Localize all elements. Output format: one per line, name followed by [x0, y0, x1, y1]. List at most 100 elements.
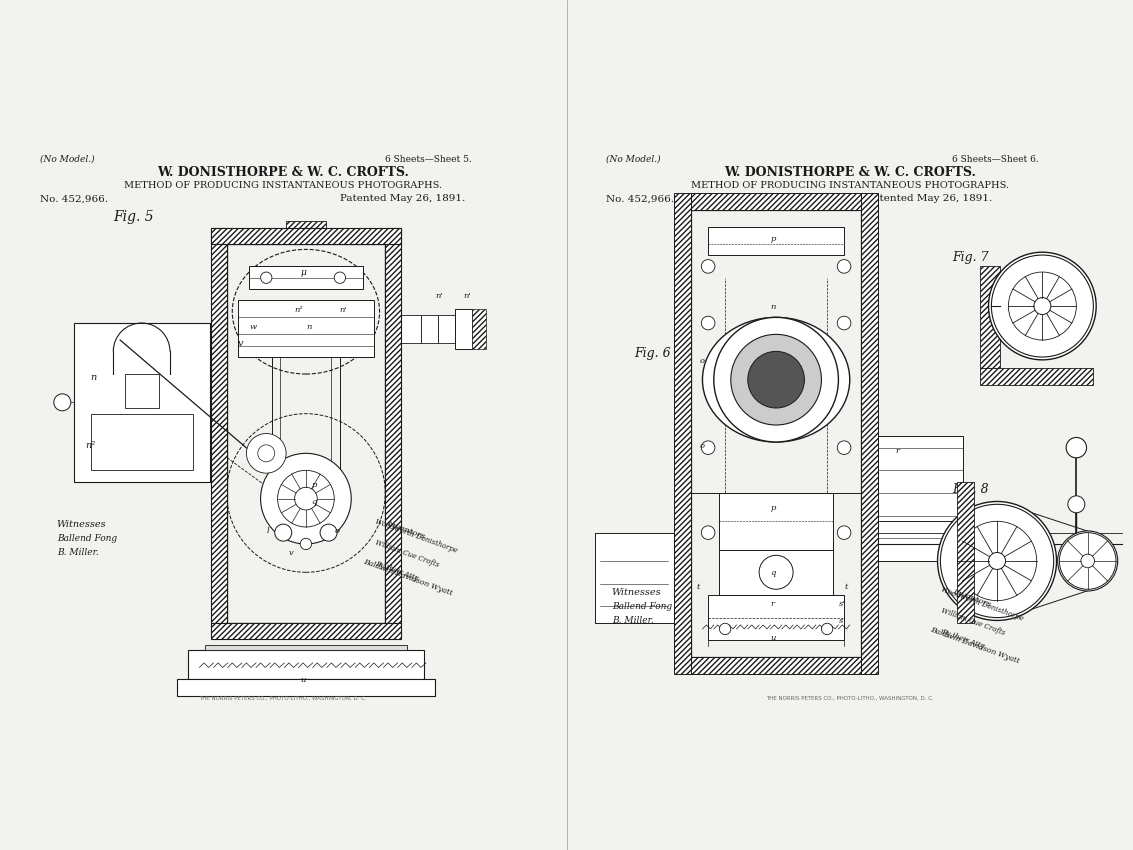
Text: THE NORRIS PETERS CO., PHOTO-LITHO., WASHINGTON, D. C.: THE NORRIS PETERS CO., PHOTO-LITHO., WAS…: [199, 696, 367, 700]
Text: v: v: [238, 338, 244, 348]
Text: o: o: [700, 357, 705, 365]
Circle shape: [821, 623, 833, 635]
Bar: [211, 228, 401, 244]
Text: Inventors: Inventors: [385, 519, 426, 541]
Text: o: o: [334, 527, 339, 535]
Circle shape: [940, 504, 1054, 618]
Bar: [708, 227, 844, 255]
Circle shape: [300, 538, 312, 550]
Text: n²: n²: [85, 440, 95, 450]
Circle shape: [1067, 496, 1084, 513]
Text: q: q: [770, 570, 776, 577]
Circle shape: [1057, 531, 1117, 591]
Bar: [691, 193, 861, 210]
Text: Ballend Fong: Ballend Fong: [57, 534, 117, 543]
Text: Baldwin Davidson Wyatt: Baldwin Davidson Wyatt: [363, 557, 454, 597]
Text: u: u: [300, 676, 306, 683]
Ellipse shape: [702, 317, 850, 442]
Text: p: p: [770, 504, 776, 512]
Text: l: l: [266, 527, 269, 535]
Circle shape: [1034, 298, 1051, 314]
Bar: [211, 623, 401, 639]
Circle shape: [748, 351, 804, 408]
Text: Fig. 5: Fig. 5: [113, 210, 154, 224]
Bar: [595, 533, 674, 623]
Text: No. 452,966.: No. 452,966.: [606, 195, 674, 203]
Bar: [878, 436, 963, 561]
Text: Fig. 8: Fig. 8: [952, 483, 988, 496]
Bar: [674, 193, 691, 674]
Circle shape: [295, 487, 317, 510]
Circle shape: [988, 552, 1006, 570]
Text: n': n': [435, 292, 443, 299]
Bar: [980, 266, 1000, 368]
Text: William Cue Crofts: William Cue Crofts: [374, 538, 440, 569]
Bar: [385, 228, 401, 623]
Circle shape: [227, 414, 385, 572]
Circle shape: [261, 272, 272, 283]
Bar: [437, 314, 455, 343]
Text: W. DONISTHORPE & W. C. CROFTS.: W. DONISTHORPE & W. C. CROFTS.: [157, 166, 409, 178]
Text: THE NORRIS PETERS CO., PHOTO-LITHO., WASHINGTON, D. C.: THE NORRIS PETERS CO., PHOTO-LITHO., WAS…: [766, 696, 934, 700]
Circle shape: [714, 317, 838, 442]
Text: n²: n²: [295, 306, 304, 314]
Text: o: o: [700, 442, 705, 450]
Circle shape: [837, 526, 851, 540]
Bar: [286, 221, 326, 244]
Circle shape: [261, 453, 351, 544]
Text: t: t: [697, 583, 700, 592]
Circle shape: [837, 316, 851, 330]
Text: s: s: [838, 617, 843, 626]
Text: μ: μ: [300, 268, 306, 277]
Text: n: n: [91, 372, 97, 382]
Bar: [708, 595, 844, 640]
Text: n': n': [463, 292, 471, 299]
Circle shape: [837, 441, 851, 455]
Text: w: w: [249, 323, 256, 331]
Circle shape: [701, 526, 715, 540]
Circle shape: [278, 470, 334, 527]
Circle shape: [1081, 554, 1094, 568]
Bar: [205, 645, 407, 650]
Text: n: n: [306, 323, 312, 331]
Bar: [691, 657, 861, 674]
Bar: [401, 314, 421, 343]
Bar: [125, 374, 159, 408]
Bar: [249, 266, 363, 289]
Circle shape: [701, 316, 715, 330]
Text: Ballend Fong: Ballend Fong: [612, 602, 672, 611]
Circle shape: [759, 555, 793, 589]
Text: No. 452,966.: No. 452,966.: [40, 195, 108, 203]
Bar: [719, 493, 833, 550]
Bar: [238, 300, 374, 357]
Bar: [455, 309, 472, 348]
Text: Patented May 26, 1891.: Patented May 26, 1891.: [340, 195, 466, 203]
Circle shape: [701, 259, 715, 273]
Text: By their Atty: By their Atty: [374, 560, 419, 583]
Text: v: v: [289, 549, 293, 558]
Text: Baldwin Davidson Wyatt: Baldwin Davidson Wyatt: [929, 625, 1021, 665]
Circle shape: [701, 441, 715, 455]
Circle shape: [938, 502, 1057, 620]
Text: Fig. 7: Fig. 7: [952, 251, 988, 264]
Text: p: p: [770, 235, 776, 243]
Text: p: p: [312, 481, 317, 490]
Bar: [980, 368, 1093, 385]
Bar: [957, 482, 974, 623]
Text: Witnesses: Witnesses: [57, 520, 107, 529]
Text: s': s': [838, 600, 845, 609]
Bar: [211, 228, 227, 623]
Bar: [861, 193, 878, 674]
Text: METHOD OF PRODUCING INSTANTANEOUS PHOTOGRAPHS.: METHOD OF PRODUCING INSTANTANEOUS PHOTOG…: [691, 181, 1008, 190]
Text: Woodworth Donisthorpe: Woodworth Donisthorpe: [374, 518, 458, 554]
Text: (No Model.): (No Model.): [40, 155, 94, 163]
Text: r: r: [770, 600, 775, 609]
Text: t: t: [844, 583, 847, 592]
Bar: [177, 679, 435, 696]
Text: METHOD OF PRODUCING INSTANTANEOUS PHOTOGRAPHS.: METHOD OF PRODUCING INSTANTANEOUS PHOTOG…: [125, 181, 442, 190]
Text: By their Atty: By their Atty: [940, 628, 986, 651]
Circle shape: [247, 434, 286, 473]
Circle shape: [989, 252, 1097, 360]
Bar: [719, 550, 833, 595]
Text: B. Miller.: B. Miller.: [57, 548, 99, 558]
